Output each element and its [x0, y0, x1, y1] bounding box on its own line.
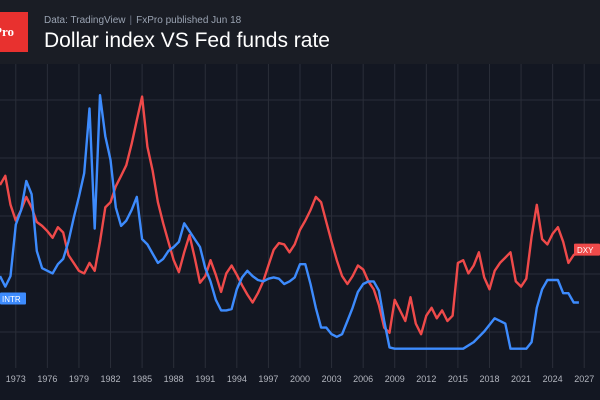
data-source: Data: TradingView [44, 15, 126, 26]
x-tick-label: 1997 [258, 374, 278, 384]
x-tick-label: 1973 [6, 374, 26, 384]
series-tag-dxy [574, 243, 600, 256]
x-tick-label: 1991 [195, 374, 215, 384]
x-tick-label: 2015 [448, 374, 468, 384]
x-tick-label: 1985 [132, 374, 152, 384]
label-layer: INTR DXY [0, 243, 600, 305]
x-tick-label: 1994 [227, 374, 247, 384]
page-title: Dollar index VS Fed funds rate [44, 29, 330, 52]
x-tick-label: 1979 [69, 374, 89, 384]
chart-header: Pro Data: TradingView|FxPro published Ju… [0, 0, 600, 64]
tick-layer: 1973 1976 1979 1982 1985 1988 1991 1994 1997 2000… [6, 374, 594, 384]
x-tick-label: 2000 [290, 374, 310, 384]
x-tick-label: 2006 [353, 374, 373, 384]
series-layer [0, 94, 580, 350]
x-tick-label: 2018 [479, 374, 499, 384]
x-tick-label: 2012 [416, 374, 436, 384]
series-tag-text-dxy: DXY [577, 246, 594, 255]
x-tick-label: 1976 [37, 374, 57, 384]
source-separator: | [129, 15, 133, 26]
series-tag-text-intr: INTR [2, 295, 21, 304]
x-tick-label: 1982 [101, 374, 121, 384]
x-tick-label: 2027 [574, 374, 594, 384]
x-tick-label: 1988 [164, 374, 184, 384]
x-tick-label: 2003 [322, 374, 342, 384]
x-tick-label: 2024 [543, 374, 563, 384]
line-chart: INTR DXY 1973 1976 1979 1982 1985 1988 1991 1994… [0, 64, 600, 384]
series-line-fedfunds [0, 94, 579, 350]
source-line: Data: TradingView | FxPro published Jun 18 [44, 14, 241, 28]
brand-logo [0, 12, 28, 52]
x-tick-label: 2009 [385, 374, 405, 384]
series-line-dxy [0, 95, 580, 336]
x-tick-label: 2021 [511, 374, 531, 384]
series-tag-intr [0, 292, 26, 305]
published-info: FxPro published Jun 18 [136, 15, 242, 26]
brand-text: Pro [0, 24, 14, 39]
